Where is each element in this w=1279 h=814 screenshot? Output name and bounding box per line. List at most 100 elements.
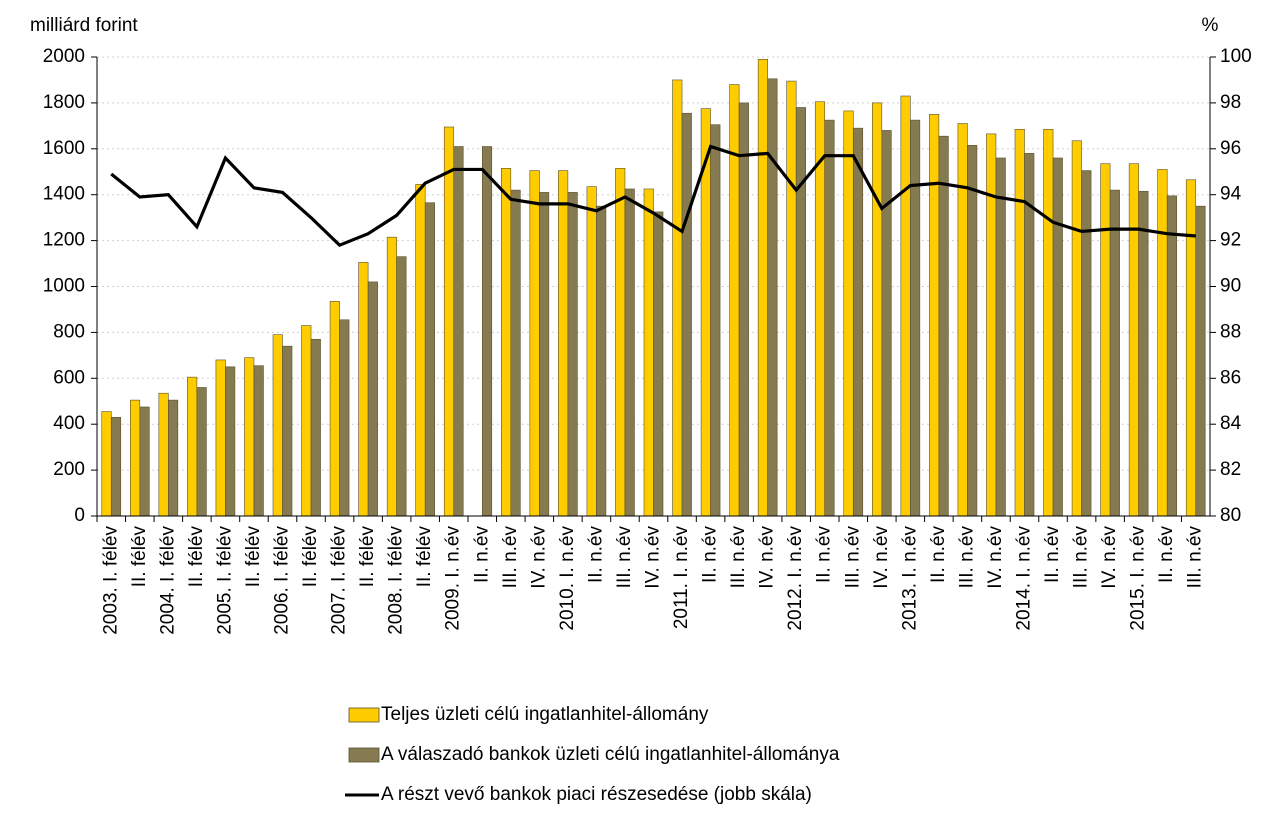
x-tick-label: II. félév	[186, 526, 207, 588]
bar	[529, 170, 540, 517]
x-tick-label: III. n.év	[842, 526, 863, 589]
bar	[396, 256, 407, 517]
x-tick-label: II. félév	[243, 526, 264, 588]
bar	[795, 107, 806, 517]
y-tick-label: 1200	[43, 230, 85, 251]
bar	[757, 58, 768, 517]
bar	[301, 325, 312, 517]
bar	[158, 392, 169, 517]
y2-tick-label: 86	[1220, 367, 1241, 388]
y-tick-label: 1400	[43, 184, 85, 205]
bar	[481, 146, 493, 517]
x-tick-label: III. n.év	[500, 526, 521, 589]
bar	[244, 357, 255, 517]
bar	[1166, 195, 1177, 517]
bar	[501, 168, 512, 517]
bar	[986, 133, 997, 517]
bar	[139, 406, 150, 517]
y2-tick-label: 82	[1220, 459, 1241, 480]
x-tick-label: 2004. I. félév	[157, 526, 178, 635]
y-tick-label: 200	[53, 459, 85, 480]
x-tick-label: 2007. I. félév	[329, 526, 350, 635]
x-tick-label: 2008. I. félév	[386, 526, 407, 635]
bar	[938, 135, 949, 517]
legend-label: A válaszadó bankok üzleti célú ingatlanh…	[381, 744, 840, 765]
bar	[101, 411, 112, 517]
bar	[672, 79, 683, 517]
bar	[929, 114, 940, 517]
x-tick-label: II. n.év	[928, 526, 949, 584]
y2-tick-label: 84	[1220, 413, 1242, 434]
x-tick-label: 2013. I. n.év	[899, 526, 920, 631]
bar	[367, 281, 378, 517]
x-tick-label: 2015. I. n.év	[1128, 526, 1149, 631]
bar	[386, 236, 397, 517]
y2-axis-title: %	[1202, 15, 1219, 36]
bar	[967, 145, 978, 517]
y2-tick-label: 90	[1220, 276, 1241, 297]
y2-tick-label: 94	[1220, 184, 1242, 205]
bar	[786, 80, 797, 517]
x-tick-label: II. n.év	[700, 526, 721, 584]
bar	[1195, 205, 1206, 517]
bar	[900, 95, 911, 517]
x-tick-label: III. n.év	[956, 526, 977, 589]
bar	[358, 262, 369, 517]
bar	[843, 110, 854, 517]
bar	[852, 127, 864, 517]
x-tick-label: IV. n.év	[757, 526, 778, 589]
y-tick-label: 1000	[43, 276, 85, 297]
bar	[596, 205, 607, 517]
bar	[539, 192, 550, 517]
bar	[1014, 128, 1025, 517]
legend-swatch	[348, 707, 380, 723]
y-tick-label: 400	[53, 413, 85, 434]
x-tick-label: 2003. I. félév	[100, 526, 121, 635]
x-tick-label: 2009. I. n.év	[443, 526, 464, 631]
y-tick-label: 0	[74, 505, 85, 526]
legend-swatch	[348, 747, 380, 763]
line	[110, 144, 1196, 248]
x-tick-label: II. félév	[129, 526, 150, 588]
bar	[738, 102, 749, 517]
bar	[653, 211, 664, 517]
bar	[187, 376, 198, 517]
bar	[272, 334, 283, 517]
y-axis-title: milliárd forint	[30, 15, 138, 36]
bar	[329, 301, 340, 517]
y2-tick-label: 100	[1220, 46, 1252, 67]
bar	[910, 119, 921, 517]
x-tick-label: III. n.év	[1185, 526, 1206, 589]
y2-tick-label: 98	[1220, 92, 1241, 113]
bar	[567, 192, 578, 517]
bar	[225, 366, 236, 517]
bar	[881, 130, 892, 517]
bar	[824, 119, 835, 517]
x-tick-label: II. n.év	[585, 526, 606, 584]
bar	[995, 157, 1006, 517]
x-tick-label: 2012. I. n.év	[785, 526, 806, 631]
bar	[1100, 163, 1111, 517]
x-tick-label: II. félév	[300, 526, 321, 588]
bar	[643, 188, 654, 517]
y-tick-label: 600	[53, 367, 85, 388]
bar	[130, 399, 141, 517]
bar	[558, 170, 569, 517]
bar	[729, 84, 740, 517]
bar	[586, 186, 597, 517]
bar	[624, 188, 635, 517]
x-tick-label: IV. n.év	[985, 526, 1006, 589]
y-tick-label: 1600	[43, 138, 85, 159]
bar	[443, 126, 455, 517]
x-tick-label: III. n.év	[1071, 526, 1092, 589]
bar	[681, 112, 692, 517]
bar	[415, 184, 426, 517]
y-tick-label: 800	[53, 321, 85, 342]
bar	[957, 123, 968, 517]
x-tick-label: III. n.év	[614, 526, 635, 589]
bar	[1128, 163, 1139, 517]
x-tick-label: II. n.év	[814, 526, 835, 584]
bar	[339, 319, 350, 517]
legend-label: A részt vevő bankok piaci részesedése (j…	[381, 784, 812, 805]
bar	[282, 345, 293, 517]
